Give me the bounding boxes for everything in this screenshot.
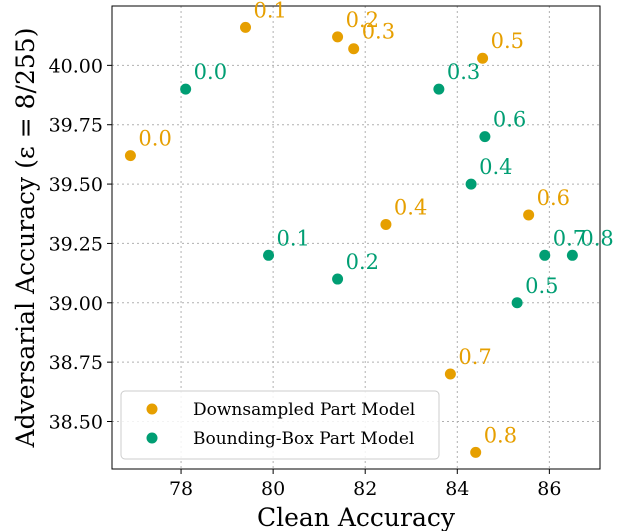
y-tick-label: 39.75 [49, 115, 103, 137]
x-tick-label: 84 [445, 478, 469, 500]
data-label: 0.8 [484, 423, 517, 447]
data-points [124, 21, 578, 458]
point-labels: 0.00.1 0.20.30.40.50.60.70.80.00.10.20.30… [138, 0, 613, 447]
data-point [433, 83, 445, 95]
y-tick-label: 38.75 [49, 352, 103, 374]
plot-area-frame [111, 5, 601, 470]
legend-marker-downsampled [146, 403, 158, 415]
y-tick-label: 39.00 [49, 293, 103, 315]
data-label: 0.2 [346, 8, 379, 32]
data-point [465, 178, 477, 190]
data-label: 0.7 [553, 226, 586, 250]
data-point [240, 21, 252, 33]
y-tick-label: 39.50 [49, 174, 103, 196]
data-label: 0.0 [194, 60, 227, 84]
legend: Downsampled Part Model Bounding-Box Part… [120, 390, 440, 460]
data-label: 0.4 [479, 155, 512, 179]
data-point [332, 31, 344, 43]
data-point [380, 218, 392, 230]
data-point [479, 131, 491, 143]
x-tick-label: 78 [169, 478, 193, 500]
data-label: 0.3 [362, 20, 395, 44]
y-tick-label: 38.50 [49, 412, 103, 434]
legend-marker-bounding-box [146, 432, 158, 444]
data-label: 0.1 [254, 0, 287, 22]
data-point [124, 150, 136, 162]
data-point [566, 249, 578, 261]
x-tick-label: 82 [353, 478, 377, 500]
data-label: 0.1 [277, 226, 310, 250]
data-point [263, 249, 275, 261]
data-point [523, 209, 535, 221]
data-label: 0.0 [138, 127, 171, 151]
data-label: 0.6 [537, 186, 570, 210]
data-label: 0.5 [525, 274, 558, 298]
legend-box [120, 390, 440, 460]
data-point [539, 249, 551, 261]
y-axis-title: Adversarial Accuracy (ε = 8/255) [11, 28, 40, 449]
legend-label-bounding-box: Bounding-Box Part Model [193, 429, 414, 449]
data-point [444, 368, 456, 380]
legend-label-downsampled: Downsampled Part Model [193, 400, 415, 420]
y-tick-label: 39.25 [49, 233, 103, 255]
y-tick-label: 40.00 [49, 55, 103, 77]
data-label: 0.6 [493, 108, 526, 132]
axis-ticks: 78 80 82 84 86 38.50 38.75 39.00 39.25 39.50 39.75… [49, 55, 562, 500]
x-tick-label: 86 [537, 478, 561, 500]
data-point [180, 83, 192, 95]
data-label: 0.8 [580, 226, 613, 250]
data-point [332, 273, 344, 285]
data-label: 0.4 [394, 195, 427, 219]
data-label: 0.5 [491, 29, 524, 53]
data-point [511, 297, 523, 309]
x-tick-label: 80 [261, 478, 285, 500]
data-point [477, 52, 489, 64]
data-point [348, 43, 360, 55]
data-label: 0.7 [458, 345, 491, 369]
x-axis-title: Clean Accuracy [257, 503, 456, 531]
data-label: 0.3 [447, 60, 480, 84]
data-point [470, 446, 482, 458]
data-label: 0.2 [346, 250, 379, 274]
